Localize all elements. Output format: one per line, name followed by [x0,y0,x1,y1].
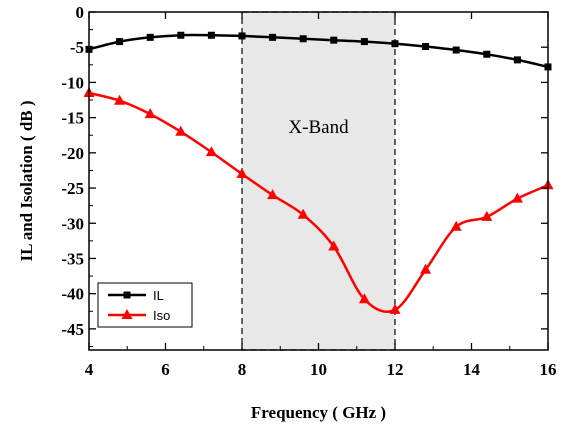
x-tick-label: 16 [540,360,557,379]
x-axis-title: Frequency ( GHz ) [251,403,386,422]
x-band-label: X-Band [288,117,349,138]
y-tick-label: -30 [61,214,84,233]
y-tick-label: -35 [61,249,84,268]
data-point-iso [481,210,493,221]
data-point-il [269,33,277,41]
data-point-il [513,56,521,64]
data-point-iso [389,303,401,314]
data-point-iso [267,189,279,200]
y-tick-label: -45 [61,320,84,339]
data-point-iso [511,192,523,203]
data-point-iso [114,94,126,105]
data-point-il [177,31,185,39]
legend-label-iso: Iso [153,308,170,323]
data-point-iso [175,125,187,136]
data-point-il [360,38,368,46]
data-point-il [207,31,215,39]
x-tick-label: 8 [238,360,247,379]
y-tick-label: -15 [61,109,84,128]
y-tick-label: -5 [70,38,84,57]
x-tick-label: 10 [310,360,327,379]
data-point-iso [297,208,309,219]
x-tick-label: 14 [463,360,481,379]
y-tick-label: -40 [61,285,84,304]
data-point-il [146,33,154,41]
x-band-rect [241,11,396,351]
x-tick-label: 12 [387,360,404,379]
data-point-il [452,46,460,54]
y-tick-label: -25 [61,179,84,198]
data-point-il [391,40,399,48]
legend-label-il: IL [153,288,164,303]
legend-box [97,282,193,328]
data-point-iso [144,108,156,119]
legend-marker-il [123,291,131,299]
x-tick-label: 4 [85,360,94,379]
data-point-il [422,43,430,51]
x-band-region [241,11,396,351]
data-point-il [299,35,307,43]
y-tick-label: -20 [61,144,84,163]
data-point-iso [420,263,432,274]
legend-marker-iso [121,309,133,319]
series-line-il [88,33,549,69]
data-point-iso [328,240,340,251]
y-axis-title: IL and Isolation ( dB ) [17,100,36,261]
y-tick-label: 0 [76,3,85,22]
y-tick-label: -10 [61,73,84,92]
axis-ticks: 4 6 8 10 12 14 16 0 -5 -10 -15 -20 -25 -30 -35 -40 -45 [61,3,556,379]
data-point-il [238,32,246,40]
data-point-iso [450,220,462,231]
data-point-iso [205,146,217,157]
data-point-iso [358,293,370,304]
data-point-il [483,50,491,58]
x-tick-label: 6 [161,360,170,379]
data-point-il [330,36,338,44]
data-point-iso [236,167,248,178]
data-point-il [116,38,124,46]
series-iso [83,86,554,314]
series-group [83,31,554,314]
series-line-iso [88,91,549,314]
legend: IL Iso [97,282,193,328]
